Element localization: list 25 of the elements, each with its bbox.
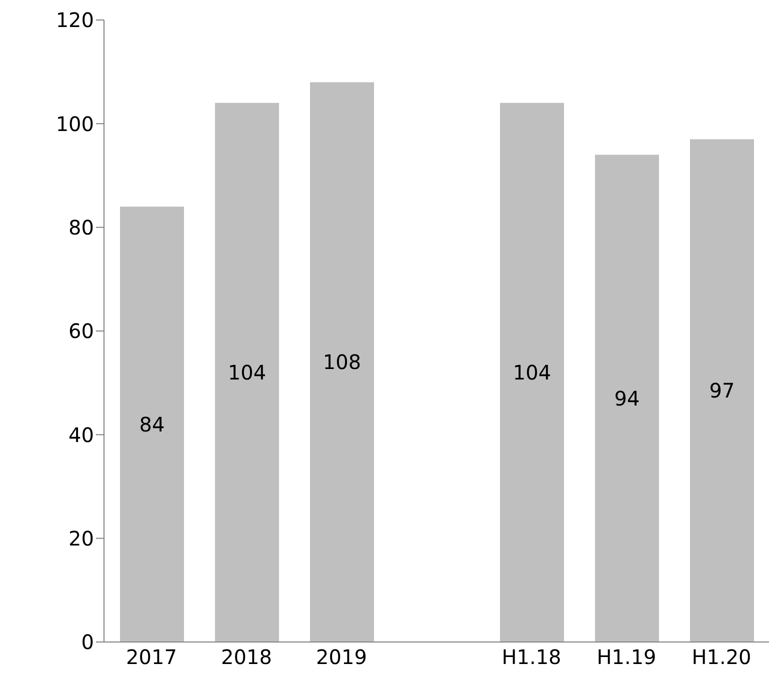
x-tick-label: 2017 <box>126 645 177 670</box>
y-tick-label: 0 <box>81 630 94 654</box>
y-tick-label: 40 <box>68 422 94 447</box>
bar <box>310 82 374 642</box>
y-tick-label: 120 <box>56 8 94 32</box>
bar <box>595 154 659 642</box>
x-tick-label: 2019 <box>316 645 367 670</box>
data-label: 104 <box>512 360 552 385</box>
x-tick-label: 2018 <box>221 645 272 670</box>
data-label: 104 <box>228 360 266 385</box>
y-tick-label: 100 <box>56 112 94 136</box>
y-tick-label: 60 <box>68 319 94 344</box>
y-tick-label: 20 <box>68 526 94 550</box>
bar <box>215 102 279 642</box>
y-tick-label: 80 <box>68 215 94 240</box>
bar <box>500 102 564 642</box>
x-tick-label: H1.20 <box>692 645 752 670</box>
x-tick-label: H1.18 <box>502 645 562 670</box>
data-label: 108 <box>322 350 362 374</box>
data-label: 97 <box>709 378 735 403</box>
data-label: 94 <box>614 386 640 410</box>
x-tick-label: H1.19 <box>596 645 656 670</box>
bar <box>120 206 184 642</box>
bar <box>690 139 754 642</box>
data-label: 84 <box>139 412 165 436</box>
